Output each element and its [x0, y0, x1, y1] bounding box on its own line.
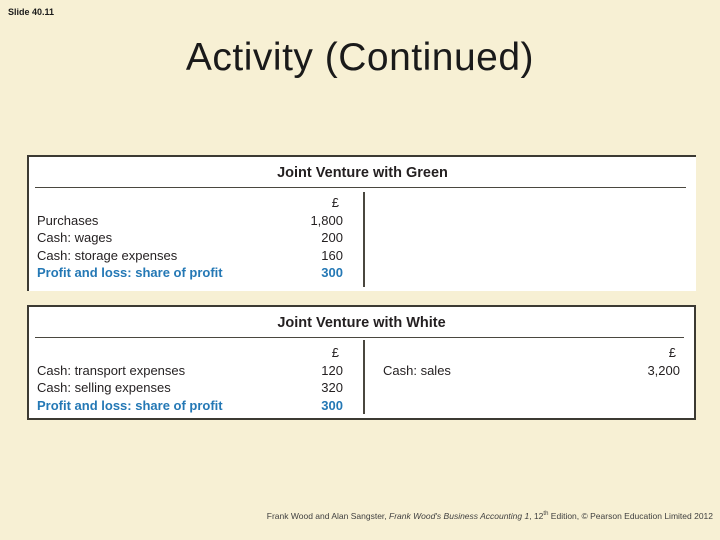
table-title-white: Joint Venture with White [277, 315, 446, 331]
column-divider [363, 340, 365, 414]
row-label: Profit and loss: share of profit [37, 397, 223, 413]
row-label: Cash: wages [37, 230, 113, 245]
currency-symbol: £ [331, 195, 339, 210]
page-title: Activity (Continued) [185, 36, 535, 79]
row-label: Cash: storage expenses [37, 247, 178, 263]
row-value: 300 [321, 265, 343, 280]
copyright-footer: Frank Wood and Alan Sangster, Frank Wood… [267, 511, 713, 521]
column-divider [363, 192, 365, 287]
table-row: Purchases 1,800 [29, 212, 363, 230]
footer-edition-prefix: , 12 [529, 511, 544, 521]
table-row: Cash: selling expenses 320 [29, 379, 363, 397]
row-label: Cash: selling expenses [37, 380, 171, 395]
table-row-profit: Profit and loss: share of profit 300 [29, 264, 363, 282]
table-row: Cash: transport expenses 120 [29, 362, 363, 380]
currency-header-row: £ [365, 344, 694, 362]
row-value: 3,200 [647, 362, 680, 378]
footer-edition-suffix: Edition, © Pearson Education Limited 201… [548, 511, 713, 521]
row-value: 1,800 [310, 212, 343, 228]
table-row: Cash: wages 200 [29, 229, 363, 247]
row-label: Profit and loss: share of profit [37, 265, 223, 280]
currency-header-row: £ [29, 194, 363, 212]
white-debit-column: £ Cash: transport expenses 120 Cash: sel… [29, 344, 363, 414]
row-value: 320 [321, 380, 343, 395]
row-value: 120 [321, 362, 343, 378]
table-row: Cash: sales 3,200 [365, 362, 694, 380]
table-row-profit: Profit and loss: share of profit 300 [29, 397, 363, 415]
header-rule [35, 337, 684, 338]
row-label: Purchases [37, 212, 99, 228]
footer-book-title: Frank Wood's Business Accounting 1 [389, 511, 530, 521]
joint-venture-white-table: Joint Venture with White £ Cash: transpo… [27, 305, 696, 420]
white-credit-column: £ Cash: sales 3,200 [365, 344, 694, 379]
green-debit-column: £ Purchases 1,800 Cash: wages 200 Cash: … [29, 194, 363, 282]
slide-number-label: Slide 40.11 [8, 7, 55, 17]
currency-symbol: £ [668, 345, 676, 360]
joint-venture-green-table: Joint Venture with Green £ Purchases 1,8… [27, 155, 696, 291]
row-label: Cash: transport expenses [37, 362, 186, 378]
footer-authors: Frank Wood and Alan Sangster, [266, 511, 390, 521]
footer-edition-ordinal: th [543, 511, 549, 518]
row-value: 300 [321, 397, 343, 413]
header-rule [35, 187, 686, 188]
currency-header-row: £ [29, 344, 363, 362]
currency-symbol: £ [331, 345, 339, 360]
row-value: 200 [321, 230, 343, 245]
row-label: Cash: sales [383, 362, 451, 378]
row-value: 160 [321, 247, 343, 263]
table-row: Cash: storage expenses 160 [29, 247, 363, 265]
table-title-green: Joint Venture with Green [277, 165, 448, 181]
